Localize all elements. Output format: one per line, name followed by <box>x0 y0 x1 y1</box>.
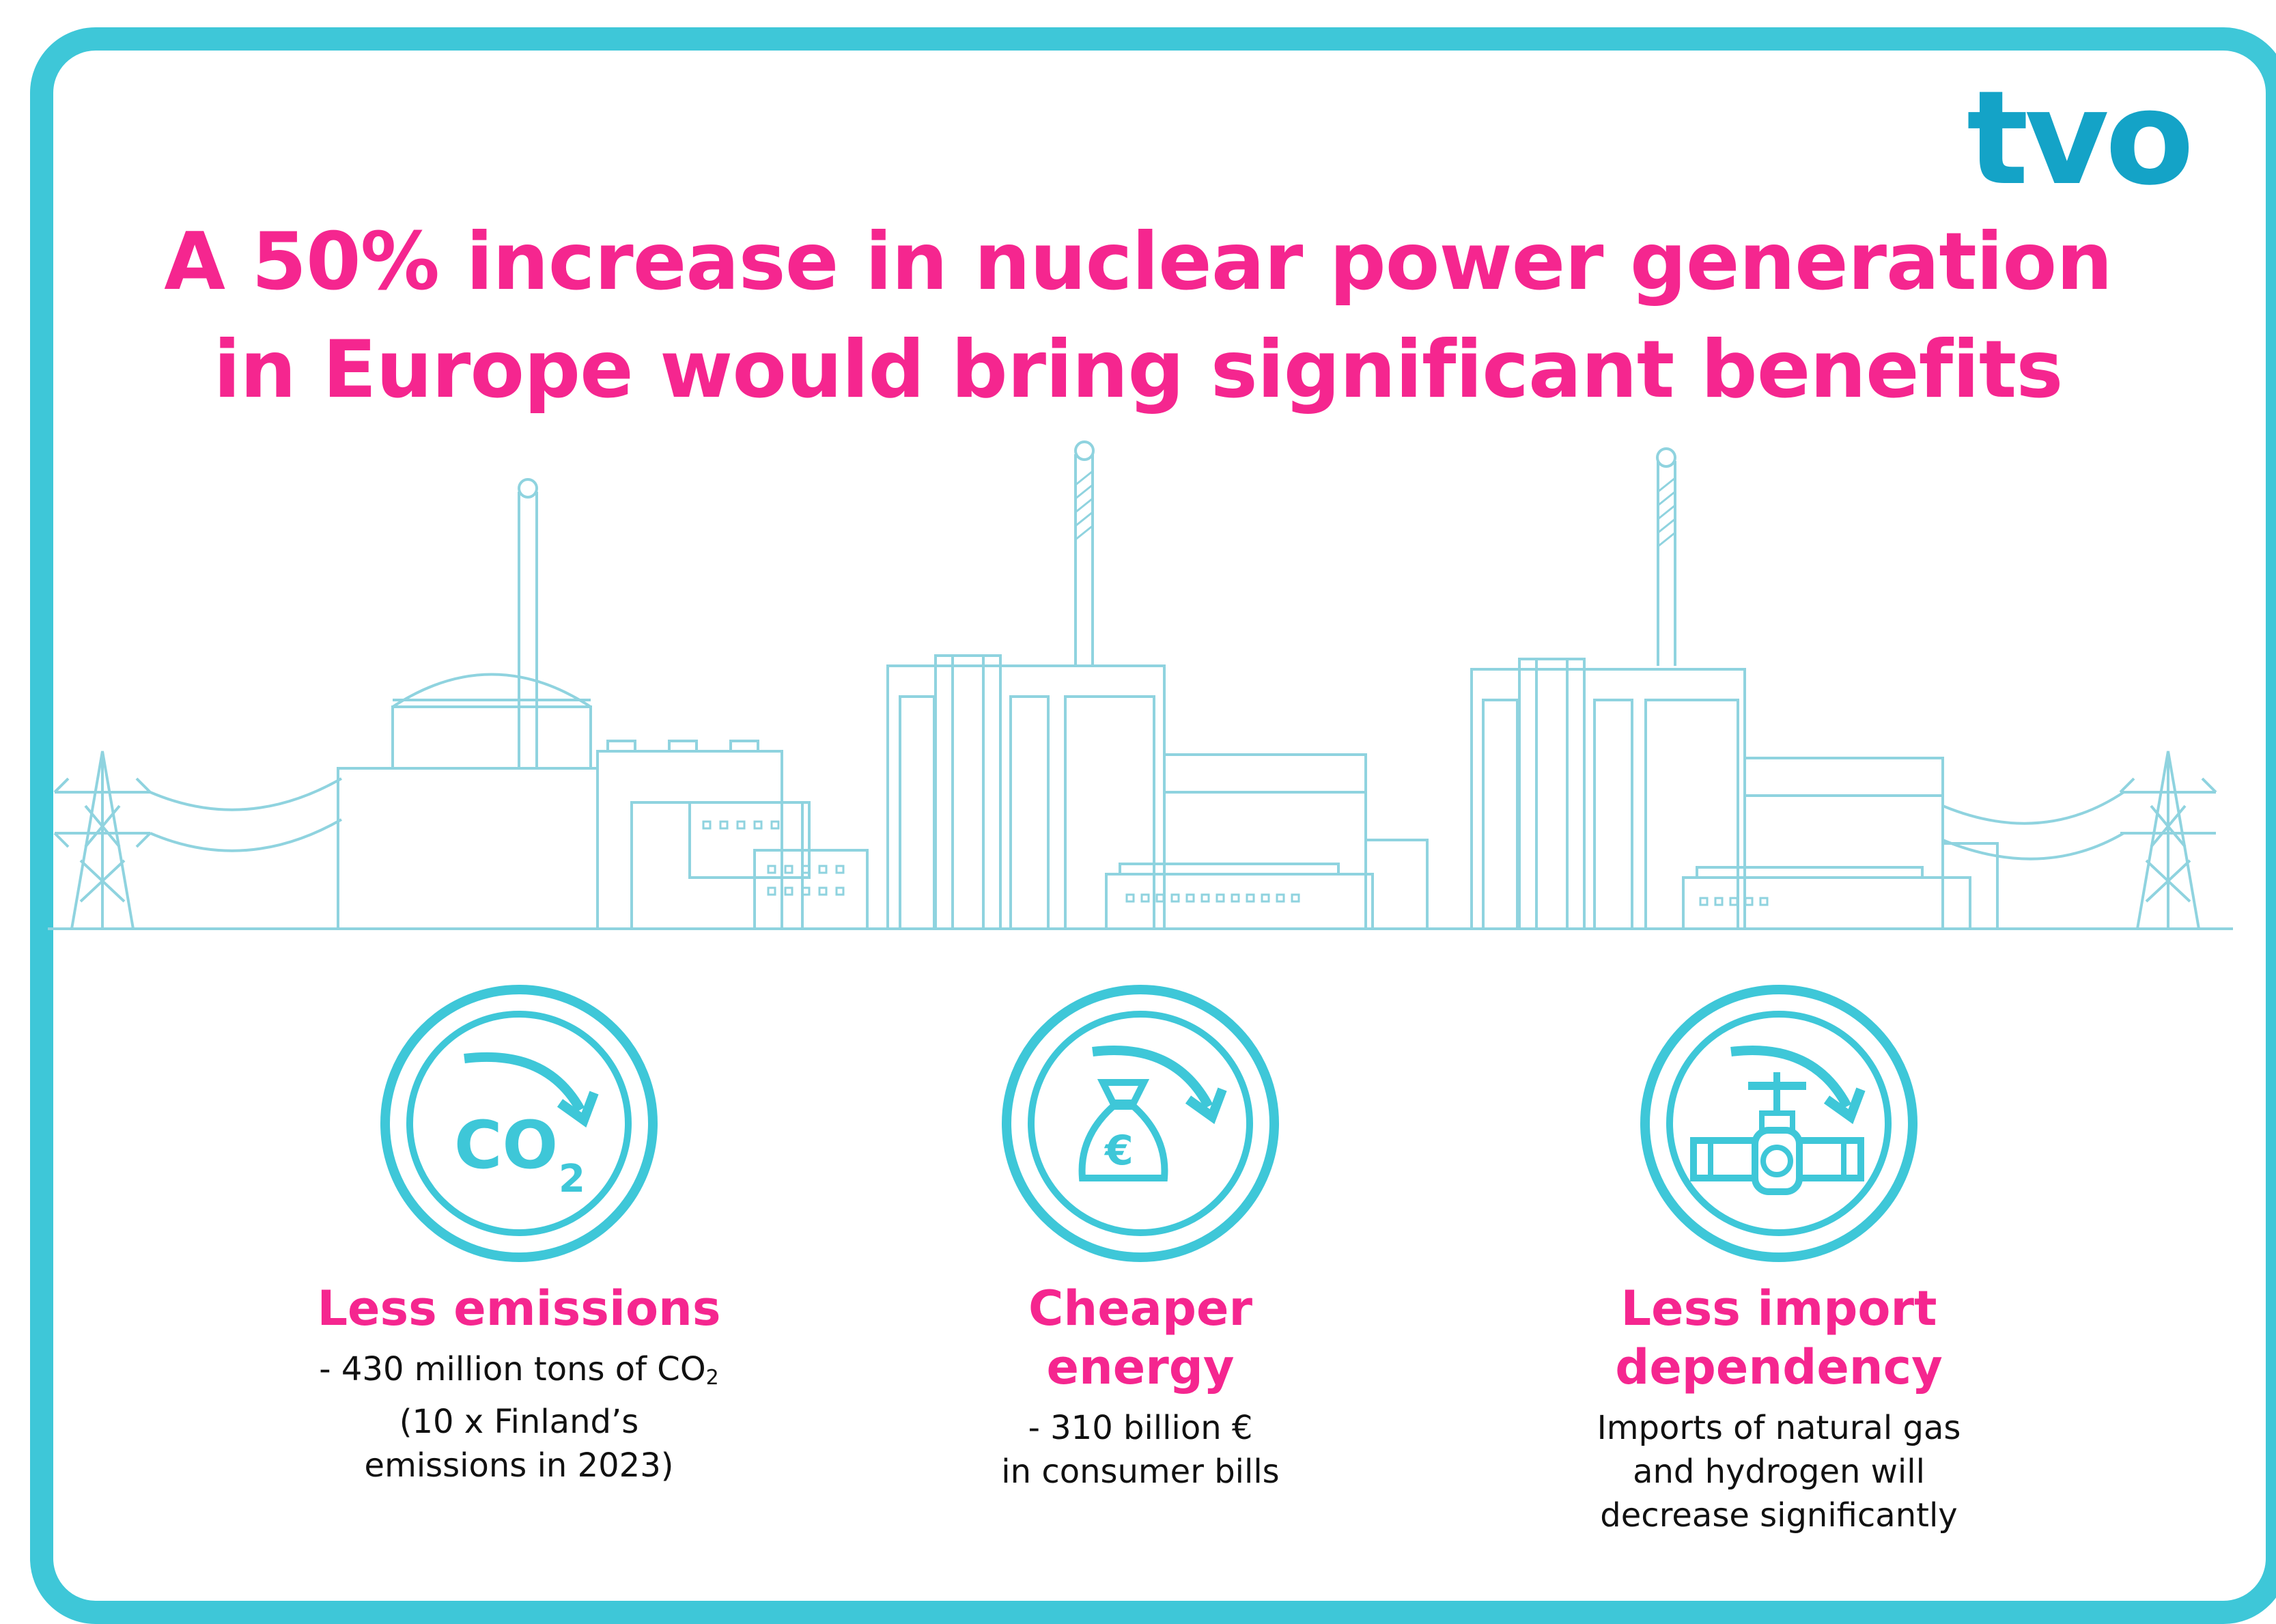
infographic-frame <box>30 27 2276 1624</box>
tvo-logo: tvo <box>1967 63 2194 214</box>
benefit-title: dependency <box>1615 1339 1943 1395</box>
svg-text:CO: CO <box>454 1107 558 1184</box>
reactor-building-3 <box>1470 447 1999 930</box>
money-bag-down-icon: € <box>1002 985 1279 1262</box>
benefit-less-import-dependency: Less import dependency Imports of natura… <box>1533 980 2025 1537</box>
right-pylon-icon <box>2119 751 2217 929</box>
benefit-description-line: - 430 million tons of CO2 <box>319 1350 719 1390</box>
svg-text:2: 2 <box>559 1157 585 1201</box>
title-line-1: A 50% increase in nuclear power generati… <box>164 216 2113 308</box>
reactor-building-1 <box>337 478 869 930</box>
benefit-title: Less import <box>1620 1280 1937 1336</box>
benefit-title: Cheaper <box>1028 1280 1253 1336</box>
power-plant-skyline-illustration <box>48 440 2233 930</box>
benefit-description-line: Imports of natural gas <box>1597 1409 1961 1447</box>
co2-down-icon: CO 2 <box>380 985 658 1262</box>
benefit-description-line: in consumer bills <box>1001 1453 1280 1491</box>
page-title: A 50% increase in nuclear power generati… <box>68 208 2208 424</box>
pipeline-valve-down-icon <box>1640 985 1917 1262</box>
benefit-description-line: - 310 billion € <box>1028 1409 1253 1447</box>
benefit-description-line: decrease significantly <box>1600 1496 1958 1535</box>
svg-text:€: € <box>1104 1127 1134 1175</box>
benefit-cheaper-energy: € Cheaper energy - 310 billion € in cons… <box>895 980 1386 1494</box>
benefit-title: energy <box>1046 1339 1235 1395</box>
left-pylon-icon <box>53 751 174 930</box>
reactor-building-2 <box>886 440 1429 930</box>
benefit-description-line: and hydrogen will <box>1633 1453 1925 1491</box>
title-line-2: in Europe would bring significant benefi… <box>213 324 2064 416</box>
benefit-title: Less emissions <box>317 1280 721 1336</box>
benefit-less-emissions: CO 2 Less emissions - 430 million tons o… <box>273 980 765 1487</box>
benefit-description-line: emissions in 2023) <box>364 1446 674 1485</box>
benefit-description-line: (10 x Finland’s <box>399 1403 639 1441</box>
